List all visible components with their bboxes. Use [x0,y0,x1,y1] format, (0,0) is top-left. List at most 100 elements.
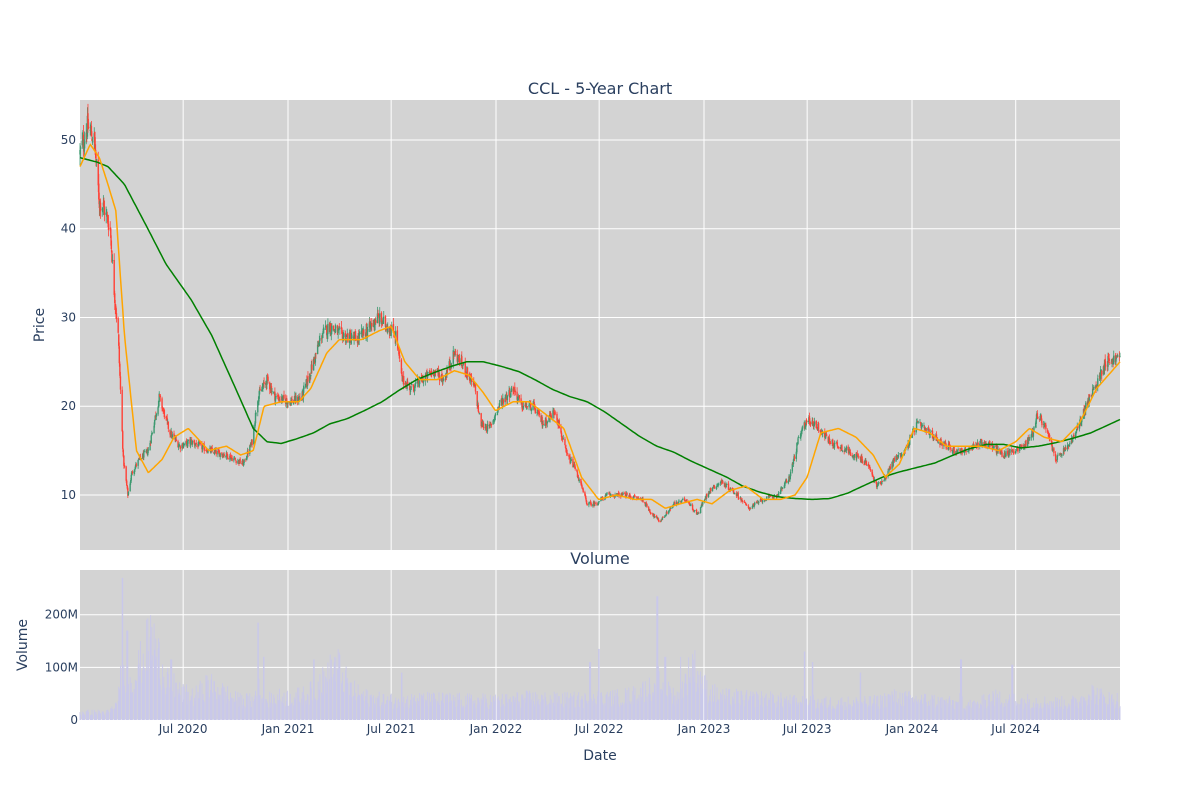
volume-bar [777,695,779,720]
volume-bar [179,695,181,720]
volume-bar [350,682,352,720]
volume-bar [429,707,431,720]
candle-body [633,495,636,497]
candle-body [865,460,868,466]
volume-bar [389,699,391,720]
volume-bar [911,697,913,720]
volume-bar [861,703,863,720]
candle-body [437,370,440,374]
candle-body [713,485,715,489]
candle-body [398,355,401,359]
volume-bar [889,694,891,720]
volume-bar [347,683,349,720]
volume-bar [450,703,452,720]
volume-bar [750,691,752,720]
volume-bar [859,672,861,720]
volume-bar [989,701,991,720]
candle-body [1055,459,1057,461]
candle-body [498,406,500,408]
volume-bar [549,695,551,720]
candle-body [683,498,686,502]
volume-bar [782,707,784,720]
volume-bar [996,701,998,720]
volume-bar [149,637,151,720]
candle-body [94,131,96,145]
candle-body [339,327,341,329]
candle-body [332,325,335,331]
candle-body [719,481,722,484]
volume-bar [1052,703,1054,720]
volume-bar [790,703,792,720]
candle-body [805,420,807,427]
volume-bar [795,697,797,720]
volume-bar [365,696,366,720]
candle-body [699,507,702,513]
volume-bar [1065,705,1067,720]
volume-bar [98,710,100,720]
candle-body [134,469,136,472]
volume-bar [759,705,761,720]
volume-bar [608,696,610,720]
volume-bar [889,695,891,720]
candle-body [489,425,491,426]
candle-body [885,476,888,478]
candle-body [490,424,493,426]
candle-body [242,462,245,466]
candle-body [85,132,87,143]
volume-bar [333,662,335,720]
candle-body [789,471,792,477]
volume-bar [378,698,380,720]
candle-body [959,449,961,451]
candle-body [359,332,361,335]
candle-body [345,337,347,343]
candle-body [553,413,556,415]
volume-bar [370,694,372,720]
volume-bar [214,681,215,720]
volume-bar [417,704,419,720]
volume-bar [648,693,650,720]
candle-body [801,428,803,432]
volume-bar [592,700,594,720]
volume-bar [448,701,450,720]
volume-bar [267,703,268,720]
candle-body [977,442,979,447]
volume-bar [433,693,435,720]
volume-bar [757,693,759,720]
volume-bar [526,690,528,720]
volume-bar [163,687,165,720]
candle-body [800,432,802,438]
volume-bar [265,698,267,720]
candle-body [740,497,742,501]
volume-bar [399,702,401,720]
candle-body [824,436,827,439]
candle-body [837,446,840,448]
volume-bar [166,671,168,720]
volume-bar [761,695,763,720]
candle-body [825,434,828,437]
volume-bar [1095,694,1097,720]
volume-bar [661,690,663,720]
volume-bar [396,707,398,720]
volume-bar [530,702,532,720]
volume-bar [1092,690,1094,720]
volume-bar [837,706,839,720]
volume-bar [1071,700,1073,720]
volume-bar [738,703,740,720]
candle-body [1116,356,1118,358]
candle-body [266,376,269,377]
candle-body [324,325,327,328]
candle-body [379,313,381,324]
volume-bar [794,695,796,720]
volume-bar [90,714,92,720]
volume-bar [948,706,949,720]
volume-bar [935,707,937,720]
volume-bar [358,694,360,720]
volume-bar [770,691,772,720]
volume-bar [633,704,635,720]
volume-bar [384,703,386,720]
volume-y-tick-label: 100M [45,660,78,674]
volume-bar [734,703,736,720]
candle-body [520,398,522,403]
volume-bar [337,669,339,720]
volume-bar [341,683,343,720]
